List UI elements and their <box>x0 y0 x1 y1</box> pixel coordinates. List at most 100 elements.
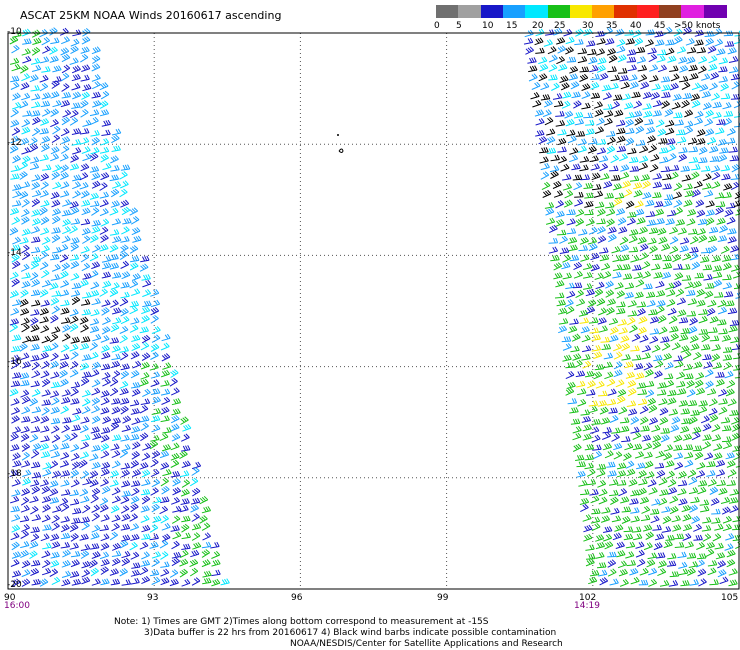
wind-barb <box>52 181 62 190</box>
wind-barb <box>129 245 139 254</box>
wind-barb <box>129 280 139 289</box>
wind-barb <box>664 361 674 370</box>
wind-barb <box>650 508 660 515</box>
wind-barb <box>21 460 31 468</box>
wind-barb <box>42 504 51 513</box>
wind-barb <box>616 479 627 486</box>
wind-barb <box>603 361 613 369</box>
wind-barb <box>668 487 678 495</box>
wind-barb <box>635 372 645 380</box>
wind-barb <box>149 569 160 577</box>
wind-barb <box>119 387 129 396</box>
wind-barb <box>121 469 130 478</box>
wind-barb <box>30 567 40 577</box>
wind-barb <box>41 66 51 73</box>
wind-barb <box>726 480 736 486</box>
wind-barb <box>654 30 664 38</box>
wind-barb <box>31 236 41 243</box>
wind-barb <box>170 414 180 424</box>
wind-barb <box>542 189 552 198</box>
wind-barb <box>730 336 740 344</box>
wind-barb <box>20 82 30 90</box>
wind-barb <box>709 579 719 586</box>
wind-barb <box>19 190 29 200</box>
wind-barb <box>652 172 662 180</box>
wind-barb <box>549 165 560 173</box>
wind-barb <box>606 136 616 145</box>
wind-barb <box>150 379 160 387</box>
wind-barb <box>717 560 726 569</box>
wind-barb <box>662 515 672 524</box>
wind-barb <box>172 478 181 487</box>
wind-barb <box>201 506 212 514</box>
wind-barb <box>102 416 112 424</box>
wind-barb <box>559 75 569 83</box>
wind-barb <box>89 470 99 479</box>
wind-barb <box>11 524 21 533</box>
wind-barb <box>702 441 712 450</box>
wind-barb <box>12 190 22 199</box>
wind-barb <box>131 227 141 236</box>
wind-barb <box>29 137 38 146</box>
wind-barb <box>80 99 89 109</box>
wind-barb <box>111 218 122 226</box>
wind-barb <box>581 353 591 361</box>
wind-barb <box>711 171 721 181</box>
wind-barb <box>119 334 128 344</box>
wind-barb <box>686 289 696 297</box>
wind-barb <box>640 514 651 522</box>
wind-barb <box>573 100 582 109</box>
wind-barb <box>91 578 101 586</box>
wind-barb <box>678 399 689 407</box>
wind-barb <box>688 64 698 72</box>
wind-barb <box>151 551 162 559</box>
wind-barb <box>632 29 642 38</box>
wind-barb <box>696 137 706 145</box>
wind-barb <box>639 405 649 414</box>
wind-barb <box>150 415 161 423</box>
wind-barb <box>131 562 141 569</box>
wind-barb <box>91 461 101 470</box>
wind-barb <box>130 370 140 379</box>
wind-barb <box>656 49 667 56</box>
wind-barb <box>726 379 736 389</box>
wind-barb <box>59 369 68 379</box>
wind-barb <box>633 272 643 279</box>
wind-barb <box>611 101 620 110</box>
wind-barb <box>698 328 709 335</box>
wind-barb <box>150 468 160 478</box>
wind-barb <box>587 145 597 154</box>
wind-barb <box>140 515 150 523</box>
wind-barb <box>709 155 720 162</box>
wind-barb <box>600 417 611 425</box>
wind-barb <box>616 307 626 315</box>
wind-barb <box>574 38 584 46</box>
wind-barb <box>89 253 99 262</box>
wind-barb <box>654 200 664 208</box>
wind-barb <box>9 145 19 154</box>
wind-barb <box>642 103 652 110</box>
wind-barb <box>676 380 686 388</box>
wind-barb <box>698 234 708 243</box>
wind-barb <box>660 166 671 173</box>
wind-barb <box>638 487 647 496</box>
wind-barb <box>577 138 587 146</box>
wind-barb <box>19 372 30 380</box>
wind-barb <box>111 450 121 459</box>
wind-barb <box>120 370 130 380</box>
wind-barb <box>89 479 99 488</box>
wind-barb <box>717 138 727 146</box>
wind-barb <box>693 117 703 126</box>
wind-barb <box>658 398 668 406</box>
wind-barb <box>70 469 80 478</box>
wind-barb <box>130 460 140 469</box>
wind-barb <box>711 423 721 432</box>
wind-barb <box>702 434 712 441</box>
wind-barb <box>191 523 202 531</box>
wind-barb <box>593 351 603 360</box>
wind-barb <box>70 323 79 333</box>
wind-barb <box>581 334 591 343</box>
wind-barb <box>692 445 703 452</box>
wind-barb <box>70 559 80 568</box>
wind-barb <box>109 568 119 576</box>
